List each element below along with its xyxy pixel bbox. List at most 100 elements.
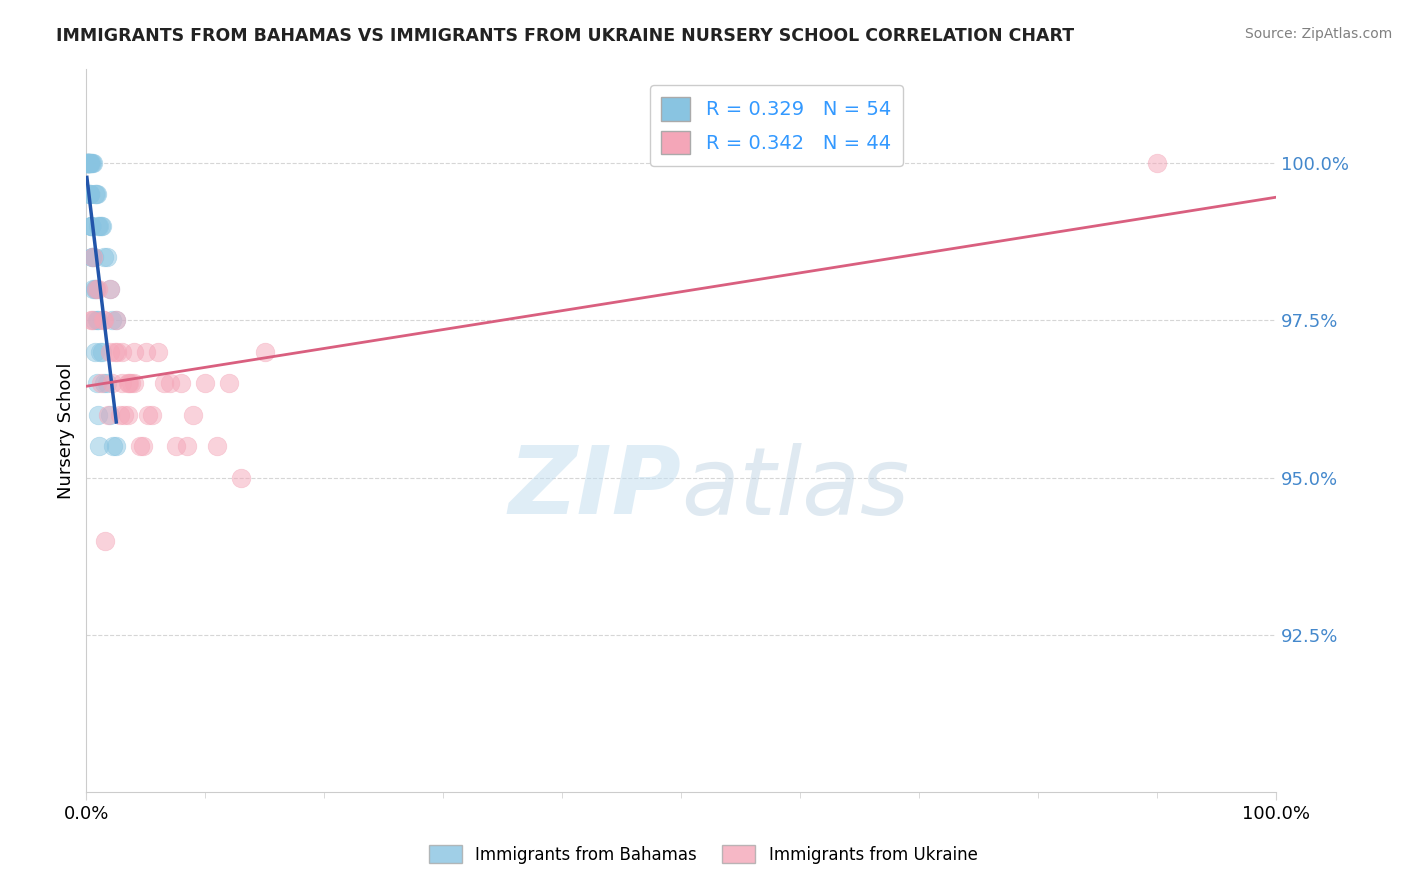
Point	[98, 408, 121, 422]
Point	[105, 439, 128, 453]
Text: ZIP: ZIP	[508, 442, 681, 534]
Point	[87, 439, 110, 453]
Point	[101, 376, 124, 391]
Point	[117, 376, 139, 391]
Point	[101, 439, 124, 453]
Point	[90, 376, 112, 391]
Point	[80, 250, 103, 264]
Legend: R = 0.329   N = 54, R = 0.342   N = 44: R = 0.329 N = 54, R = 0.342 N = 44	[650, 86, 903, 166]
Point	[104, 344, 127, 359]
Point	[82, 250, 104, 264]
Point	[98, 344, 121, 359]
Point	[86, 187, 108, 202]
Point	[159, 376, 181, 391]
Point	[183, 408, 205, 422]
Point	[128, 439, 150, 453]
Point	[96, 250, 118, 264]
Point	[93, 313, 115, 327]
Point	[79, 219, 101, 233]
Point	[84, 282, 107, 296]
Point	[94, 533, 117, 548]
Point	[83, 250, 105, 264]
Point	[93, 376, 115, 391]
Point	[122, 376, 145, 391]
Point	[97, 408, 120, 422]
Point	[82, 313, 104, 327]
Text: Source: ZipAtlas.com: Source: ZipAtlas.com	[1244, 27, 1392, 41]
Point	[77, 156, 100, 170]
Point	[121, 376, 143, 391]
Point	[105, 344, 128, 359]
Point	[83, 187, 105, 202]
Point	[79, 187, 101, 202]
Point	[111, 376, 134, 391]
Point	[87, 313, 110, 327]
Point	[112, 408, 135, 422]
Point	[165, 439, 187, 453]
Point	[77, 156, 100, 170]
Point	[205, 439, 228, 453]
Point	[93, 250, 115, 264]
Point	[170, 376, 193, 391]
Point	[79, 156, 101, 170]
Point	[87, 282, 110, 296]
Point	[82, 156, 104, 170]
Point	[86, 313, 108, 327]
Point	[82, 156, 104, 170]
Point	[80, 219, 103, 233]
Point	[84, 344, 107, 359]
Point	[105, 313, 128, 327]
Point	[122, 344, 145, 359]
Point	[98, 282, 121, 296]
Point	[82, 250, 104, 264]
Point	[80, 313, 103, 327]
Point	[76, 156, 98, 170]
Point	[90, 219, 112, 233]
Point	[98, 282, 121, 296]
Point	[86, 376, 108, 391]
Point	[79, 187, 101, 202]
Point	[118, 376, 141, 391]
Point	[253, 344, 276, 359]
Point	[80, 156, 103, 170]
Point	[101, 313, 124, 327]
Point	[136, 408, 159, 422]
Point	[76, 156, 98, 170]
Point	[91, 313, 114, 327]
Point	[77, 156, 100, 170]
Point	[218, 376, 240, 391]
Text: atlas: atlas	[681, 442, 910, 533]
Point	[91, 344, 114, 359]
Point	[77, 156, 100, 170]
Point	[90, 219, 112, 233]
Point	[132, 439, 155, 453]
Point	[83, 313, 105, 327]
Legend: Immigrants from Bahamas, Immigrants from Ukraine: Immigrants from Bahamas, Immigrants from…	[422, 838, 984, 871]
Point	[176, 439, 198, 453]
Point	[117, 408, 139, 422]
Point	[80, 219, 103, 233]
Point	[76, 156, 98, 170]
Point	[82, 282, 104, 296]
Point	[194, 376, 217, 391]
Point	[1146, 156, 1168, 170]
Point	[87, 219, 110, 233]
Point	[76, 156, 98, 170]
Point	[111, 344, 134, 359]
Point	[105, 313, 128, 327]
Point	[89, 219, 111, 233]
Point	[77, 156, 100, 170]
Point	[96, 376, 118, 391]
Point	[84, 282, 107, 296]
Point	[152, 376, 174, 391]
Point	[84, 187, 107, 202]
Point	[89, 344, 111, 359]
Point	[135, 344, 157, 359]
Point	[146, 344, 169, 359]
Point	[83, 282, 105, 296]
Point	[141, 408, 163, 422]
Text: IMMIGRANTS FROM BAHAMAS VS IMMIGRANTS FROM UKRAINE NURSERY SCHOOL CORRELATION CH: IMMIGRANTS FROM BAHAMAS VS IMMIGRANTS FR…	[56, 27, 1074, 45]
Point	[79, 187, 101, 202]
Point	[76, 156, 98, 170]
Point	[108, 408, 131, 422]
